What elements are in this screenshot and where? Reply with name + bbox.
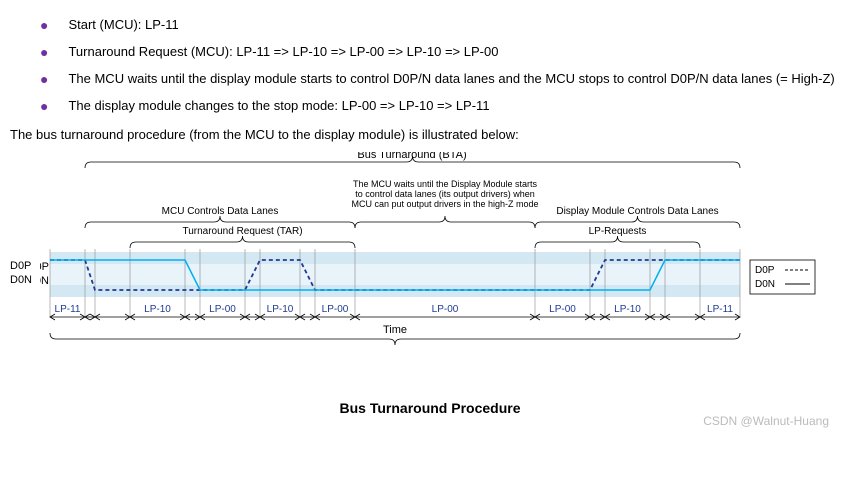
svg-text:Time: Time	[383, 324, 407, 336]
svg-text:LP-10: LP-10	[144, 304, 171, 315]
lane-label-d0n: D0N	[10, 274, 32, 286]
svg-text:LP-10: LP-10	[267, 304, 294, 315]
bullet-text: Turnaround Request (MCU): LP-11 => LP-10…	[68, 42, 839, 63]
diagram-caption: Bus Turnaround Procedure	[40, 400, 820, 416]
svg-text:D0P: D0P	[40, 261, 49, 273]
svg-text:LP-00: LP-00	[322, 304, 349, 315]
svg-text:LP-00: LP-00	[209, 304, 236, 315]
svg-text:LP-Requests: LP-Requests	[589, 226, 647, 237]
svg-text:MCU Controls Data Lanes: MCU Controls Data Lanes	[162, 206, 279, 217]
bullet-item: ● Turnaround Request (MCU): LP-11 => LP-…	[40, 42, 839, 63]
bullet-text: Start (MCU): LP-11	[68, 15, 839, 36]
svg-text:D0N: D0N	[40, 275, 49, 287]
bullet-text: The MCU waits until the display module s…	[68, 69, 839, 90]
svg-text:LP-11: LP-11	[55, 304, 81, 315]
lane-label-d0p: D0P	[10, 260, 31, 272]
svg-text:LP-00: LP-00	[549, 304, 576, 315]
intro-text: The bus turnaround procedure (from the M…	[10, 127, 839, 142]
svg-text:Turnaround Request (TAR): Turnaround Request (TAR)	[182, 226, 302, 237]
bullet-item: ● The MCU waits until the display module…	[40, 69, 839, 90]
svg-text:LP-00: LP-00	[432, 304, 459, 315]
svg-text:D0P: D0P	[755, 265, 775, 276]
bullet-item: ● The display module changes to the stop…	[40, 96, 839, 117]
svg-text:LP-10: LP-10	[614, 304, 641, 315]
bullet-list: ● Start (MCU): LP-11 ● Turnaround Reques…	[40, 15, 839, 117]
bullet-icon: ●	[40, 96, 48, 117]
bullet-item: ● Start (MCU): LP-11	[40, 15, 839, 36]
bullet-icon: ●	[40, 15, 48, 36]
svg-text:D0N: D0N	[755, 279, 775, 290]
svg-text:Bus Turnaround (BTA): Bus Turnaround (BTA)	[357, 152, 466, 161]
bullet-icon: ●	[40, 42, 48, 63]
timing-diagram: Bus Turnaround (BTA) MCU Controls Data La…	[40, 152, 820, 432]
bullet-text: The display module changes to the stop m…	[68, 96, 839, 117]
svg-text:LP-11: LP-11	[707, 304, 733, 315]
svg-text:Display Module Controls Data L: Display Module Controls Data Lanes	[556, 206, 718, 217]
bullet-icon: ●	[40, 69, 48, 90]
